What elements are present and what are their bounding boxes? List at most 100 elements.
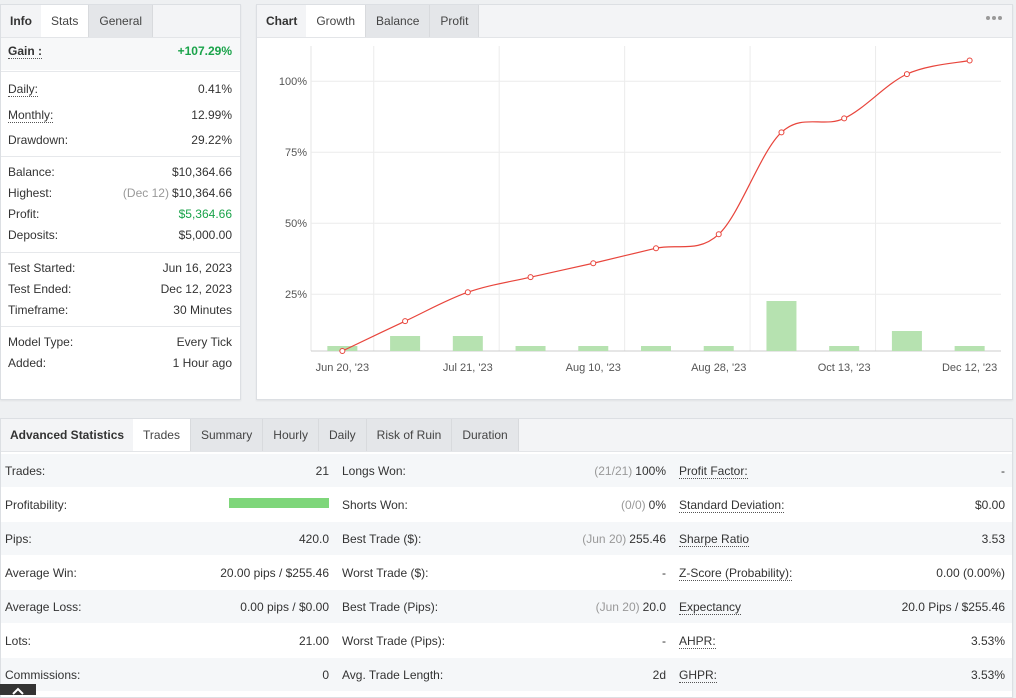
point (903, 71, 910, 78)
tab[interactable]: Balance (366, 5, 431, 37)
stat-label: Lots: (5, 634, 32, 648)
separator (1, 326, 240, 327)
bar (703, 346, 734, 351)
stat-value-cell: (21/21) 100% (594, 464, 666, 478)
stat-label: Test Ended: (8, 282, 72, 296)
tab[interactable]: Hourly (263, 419, 319, 451)
tab[interactable]: Duration (452, 419, 519, 451)
bar (452, 336, 483, 351)
stat-value: 20.00 pips / $255.46 (220, 566, 329, 580)
point (778, 129, 785, 136)
table-row: Pips: 420.0 Best Trade ($): (Jun 20) 255.46 S… (1, 522, 1012, 555)
stat-label: Daily: (8, 82, 39, 97)
stat-value-cell: 3.53% (971, 668, 1005, 682)
tab[interactable]: Growth (306, 5, 367, 37)
x-tick-label: Aug 28, '23 (691, 362, 746, 374)
stat-value-cell: 0.00 (0.00%) (936, 566, 1005, 580)
table-row: Trades: 21 Longs Won: (21/21) 100% Profit Fac… (1, 454, 1012, 487)
stat-label: AHPR: (679, 634, 716, 649)
stat-value: $5,000.00 (178, 228, 232, 242)
stat-value-cell: 3.53 (982, 532, 1005, 546)
stat-label: Profit Factor: (679, 464, 748, 479)
stat-value-cell: +107.29% (178, 44, 232, 58)
stat-value: 0.00 pips / $0.00 (240, 600, 329, 614)
stat-note: (Dec 12) (122, 186, 169, 200)
chart-panel: Chart Growth Balance Profit 25% 50% 75% 100% Ju… (256, 4, 1013, 400)
stat-value: 420.0 (298, 532, 329, 546)
y-tick-label: 100% (279, 76, 307, 88)
tab[interactable]: Profit (430, 5, 480, 37)
bar (390, 336, 421, 351)
stat-label: Average Loss: (5, 600, 82, 614)
stat-label: Highest: (8, 186, 53, 200)
stat-value: 12.99% (191, 108, 232, 122)
tab[interactable]: Risk of Ruin (366, 419, 453, 451)
stat-value-cell: (Dec 12) $10,364.66 (123, 186, 232, 200)
stat-value: 21 (315, 464, 329, 478)
more-icon[interactable] (986, 16, 1002, 20)
x-tick-label: Jun 20, '23 (316, 362, 369, 374)
panel-title: Chart (266, 14, 298, 28)
stat-value-cell: $5,364.66 (179, 207, 232, 221)
stat-label: Added: (8, 356, 47, 370)
tab[interactable]: General (89, 5, 154, 37)
panel-title: Info (10, 14, 32, 28)
point (402, 318, 409, 325)
bar (515, 346, 546, 351)
stat-label: Monthly: (8, 108, 54, 123)
stat-value-cell: Jun 16, 2023 (163, 261, 232, 275)
stat-label: Drawdown: (8, 133, 69, 147)
scroll-top-button[interactable] (0, 684, 36, 695)
stat-label: Worst Trade (Pips): (342, 634, 446, 648)
stat-label: Profit: (8, 207, 40, 221)
stat-label: Standard Deviation: (679, 498, 785, 513)
stat-value-cell: - (1001, 464, 1005, 478)
stat-value-cell: 21.00 (299, 634, 329, 648)
stat-label: Profitability: (5, 498, 68, 512)
stat-value-cell: 12.99% (191, 108, 232, 122)
stat-value-cell: Dec 12, 2023 (161, 282, 232, 296)
panel-title: Advanced Statistics (10, 428, 125, 442)
stat-value-cell: 20.00 pips / $255.46 (220, 566, 329, 580)
tab[interactable]: Summary (190, 419, 264, 451)
tab[interactable]: Daily (318, 419, 367, 451)
stat-value: 1 Hour ago (172, 356, 232, 370)
stat-value: 0% (648, 498, 666, 512)
stat-value: $10,364.66 (171, 165, 232, 179)
stat-label: Gain : (8, 44, 43, 59)
stat-label: Expectancy (679, 600, 742, 615)
bar (578, 346, 609, 351)
stat-label: Shorts Won: (342, 498, 408, 512)
stat-value-cell: 3.53% (971, 634, 1005, 648)
x-tick-label: Oct 13, '23 (818, 362, 871, 374)
point (653, 245, 659, 252)
stat-value-cell: Every Tick (177, 335, 232, 349)
stat-value: Dec 12, 2023 (160, 282, 232, 296)
info-panel: Info Stats General Gain : +107.29% Daily: 0.41… (0, 4, 241, 400)
tab[interactable]: Stats (41, 5, 90, 37)
y-tick-label: 75% (285, 147, 307, 159)
stat-value-cell: 29.22% (191, 133, 232, 147)
stat-value-cell: 21 (316, 464, 329, 478)
point (590, 260, 597, 267)
table-row: Lots: 21.00 Worst Trade (Pips): - AHPR: 3.53% (1, 624, 1012, 657)
stat-value-cell: - (662, 634, 666, 648)
growth-line (342, 59, 970, 352)
stat-value: 2d (652, 668, 666, 682)
stat-value: 20.0 Pips / $255.46 (901, 600, 1005, 614)
stat-label: Worst Trade ($): (342, 566, 429, 580)
stat-value-cell: - (662, 566, 666, 580)
stat-label: Pips: (5, 532, 32, 546)
stat-value-cell: (Jun 20) 255.46 (582, 532, 666, 546)
stat-label: Longs Won: (342, 464, 406, 478)
bar (954, 346, 985, 351)
x-tick-label: Aug 10, '23 (566, 362, 621, 374)
table-row: Commissions: 0 Avg. Trade Length: 2d GHPR: 3.… (1, 658, 1012, 691)
stat-value: 30 Minutes (173, 303, 232, 317)
stat-value: 20.0 (642, 600, 666, 614)
stat-label: GHPR: (679, 668, 718, 683)
tab[interactable]: Trades (133, 419, 191, 451)
row-background (1, 38, 240, 70)
stat-note: (Jun 20) (582, 532, 627, 546)
dot (998, 16, 1002, 20)
